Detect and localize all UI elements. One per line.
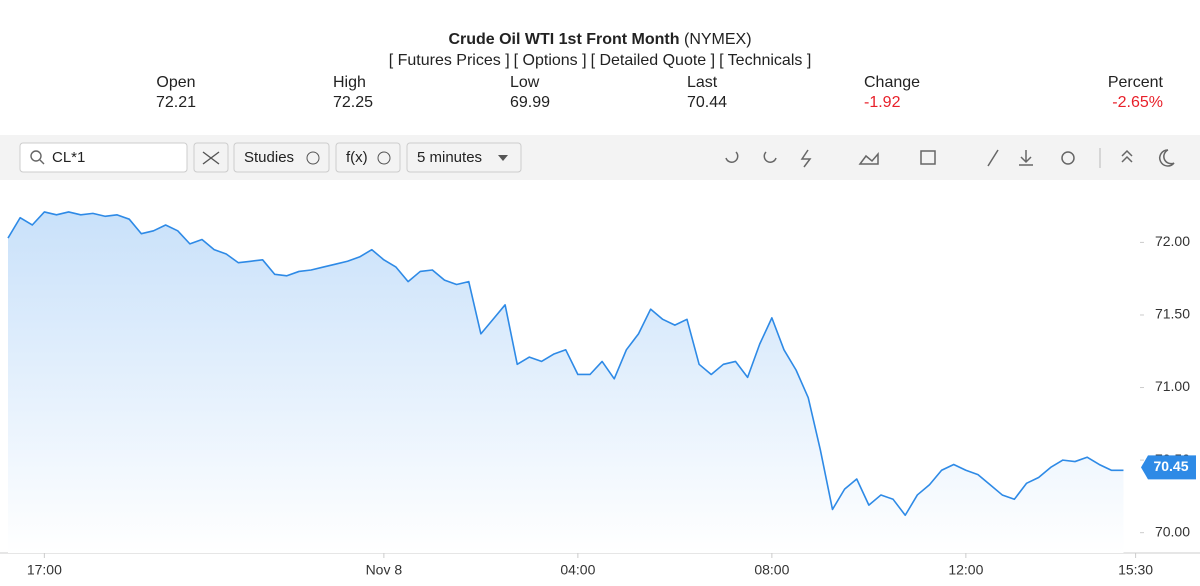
- quote-label: High: [333, 74, 366, 91]
- plus-icon: [306, 151, 320, 165]
- x-tick-label: 17:00: [27, 562, 62, 578]
- y-tick-label: 71.50: [1155, 306, 1190, 322]
- symbol: CL*1: [52, 149, 85, 166]
- search-box[interactable]: [19, 142, 188, 173]
- quote-label: Low: [510, 74, 540, 91]
- quote-label: Percent: [1108, 74, 1164, 91]
- exchange: (NYMEX): [683, 31, 752, 48]
- x-tick-label: 04:00: [560, 562, 595, 578]
- interval-button[interactable]: [406, 142, 522, 173]
- quote-label: Last: [687, 74, 718, 91]
- plus-icon: [377, 151, 391, 165]
- title: Crude Oil WTI 1st Front Month: [448, 31, 680, 48]
- quote-value: 69.99: [510, 94, 550, 111]
- toolbar-icons[interactable]: [725, 148, 1175, 168]
- quote-value: -2.65%: [1112, 94, 1163, 111]
- nav-link[interactable]: [ Futures Prices ]: [388, 52, 510, 69]
- quote-label: Change: [864, 74, 920, 91]
- x-tick-label: 12:00: [948, 562, 983, 578]
- nav-link[interactable]: [ Technicals ]: [719, 52, 812, 69]
- search-icon: [30, 150, 42, 162]
- nav-link[interactable]: [ Detailed Quote ]: [590, 52, 716, 69]
- dropdown-icon: [498, 155, 508, 161]
- last-value-marker: [1141, 455, 1196, 480]
- compare-icon: [202, 151, 220, 165]
- functions-label: f(x): [346, 149, 368, 166]
- area-fill: [8, 211, 1124, 553]
- nav-link[interactable]: [ Options ]: [513, 52, 587, 69]
- quote-value: 70.44: [687, 94, 727, 111]
- y-tick-label: 71.00: [1155, 378, 1190, 394]
- quote-label: Open: [156, 74, 195, 91]
- search-icon: [39, 159, 45, 165]
- interval-label: 5 minutes: [417, 149, 482, 166]
- last-value-label: 70.45: [1153, 458, 1188, 474]
- x-tick-label: 08:00: [754, 562, 789, 578]
- x-tick-label: Nov 8: [366, 562, 403, 578]
- x-tick-label: 15:30: [1118, 562, 1153, 578]
- quote-value: 72.25: [333, 94, 373, 111]
- header: Crude Oil WTI 1st Front Month (NYMEX): [0, 31, 1200, 49]
- links: [ Futures Prices ][ Options ][ Detailed …: [0, 52, 1200, 70]
- studies-button[interactable]: [233, 142, 330, 173]
- y-tick-label: 72.00: [1155, 233, 1190, 249]
- quote-value: -1.92: [864, 94, 901, 111]
- y-tick-label: 70.00: [1155, 523, 1190, 539]
- functions-button[interactable]: [335, 142, 401, 173]
- quote-value: 72.21: [156, 94, 196, 111]
- studies-label: Studies: [244, 149, 294, 166]
- price-line: [7, 211, 1124, 517]
